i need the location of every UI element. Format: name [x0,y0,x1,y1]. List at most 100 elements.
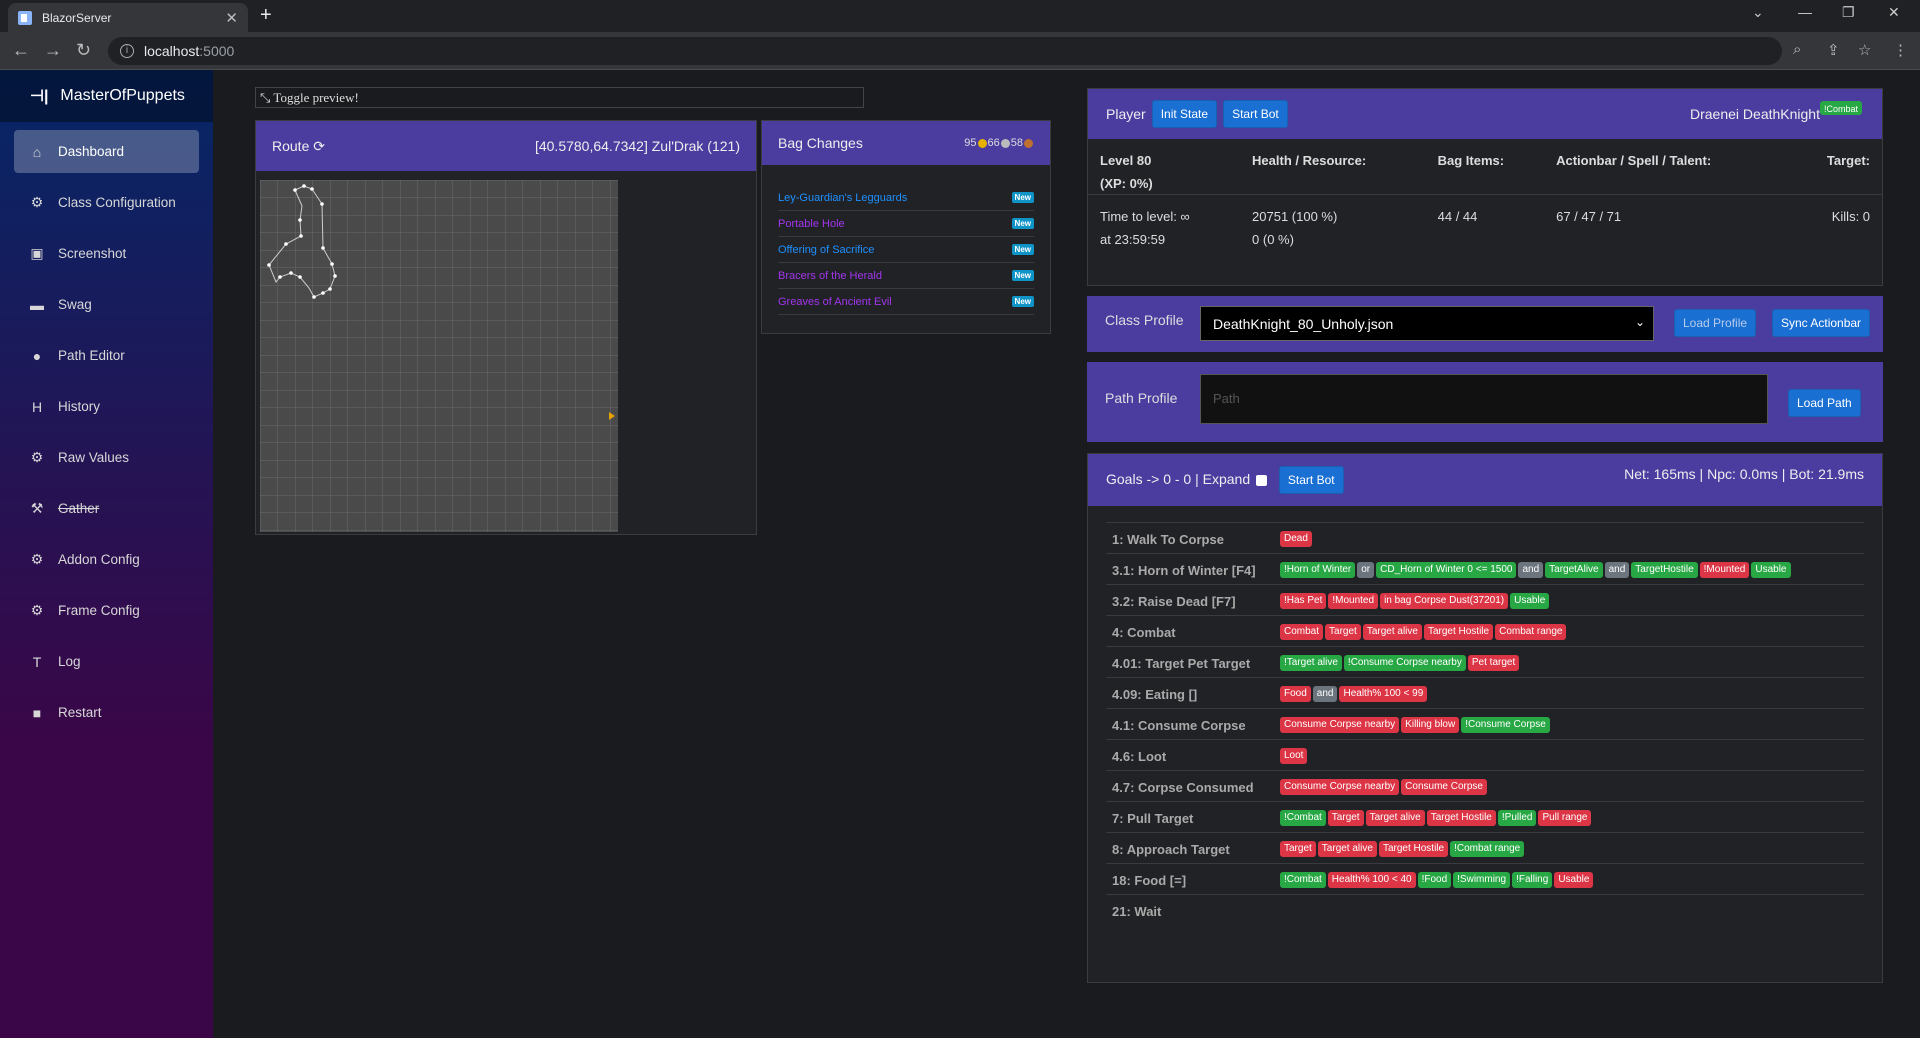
sync-actionbar-button[interactable]: Sync Actionbar [1772,309,1871,337]
time-to-level: Time to level: ∞ [1100,209,1190,224]
route-map[interactable] [260,180,618,532]
requirement-badge: Target alive [1362,624,1422,640]
app-brand[interactable]: ⊣| MasterOfPuppets [0,70,213,122]
requirement-badge: Pull range [1538,810,1592,826]
share-icon[interactable]: ⇪ [1827,42,1840,59]
sidebar-item-raw-values[interactable]: ⚙ Raw Values [14,436,199,479]
goal-name: 1: Walk To Corpse [1112,532,1224,547]
sidebar-item-label: Raw Values [58,450,130,465]
sidebar-item-label: Swag [58,297,92,312]
url-port: :5000 [199,43,235,59]
bag-item-name[interactable]: Bracers of the Herald [778,269,882,282]
back-icon[interactable]: ← [12,40,30,60]
sidebar: ⊣| MasterOfPuppets ⌂ Dashboard ⚙ Class Conf… [0,70,213,1038]
requirement-badge: Killing blow [1401,717,1460,733]
goal-requirements: Dead [1280,530,1864,550]
goal-row: 3.1: Horn of Winter [F4] !Horn of Winter o… [1106,553,1864,584]
goal-requirements: Combat Target Target alive Target Hostile Co… [1280,623,1864,643]
refresh-icon[interactable]: ⟳ [313,137,325,154]
player-race-class: Draenei DeathKnight [1690,106,1820,122]
goal-row: 18: Food [=] !Combat Health% 100 < 40 !Food… [1106,863,1864,894]
goal-requirements: Target Target alive Target Hostile !Combat … [1280,840,1864,860]
load-profile-button[interactable]: Load Profile [1674,309,1757,337]
toggle-preview-button[interactable]: ⤡ Toggle preview! [255,87,864,108]
player-stats-value-row: Time to level: ∞ at 23:59:59 20751 (100 %… [1088,195,1882,275]
tab-search-icon[interactable]: ⌄ [1752,4,1764,20]
close-window-icon[interactable]: ✕ [1888,4,1900,20]
gear-icon: ⚙ [30,602,44,618]
goal-row: 4.09: Eating [] Food and Health% 100 < 99 [1106,677,1864,708]
menu-kebab-icon[interactable]: ⋮ [1893,42,1908,59]
requirement-badge: Consume Corpse [1401,779,1487,795]
bag-item-name[interactable]: Offering of Sacrifice [778,243,875,256]
path-input[interactable]: Path [1200,374,1768,424]
close-tab-icon[interactable]: ✕ [225,9,238,27]
requirement-badge: Target alive [1317,841,1377,857]
goal-row: 8: Approach Target Target Target alive Targ… [1106,832,1864,863]
bookmark-star-icon[interactable]: ☆ [1858,42,1872,59]
goal-row: 1: Walk To Corpse Dead [1106,522,1864,553]
gather-icon: ⚒ [30,500,44,516]
bag-header: Bag Changes 95 66 58 [762,121,1050,165]
bag-item-name[interactable]: Greaves of Ancient Evil [778,295,892,308]
goal-name: 7: Pull Target [1112,811,1194,826]
bag-item-name[interactable]: Ley-Guardian's Legguards [778,191,908,204]
sidebar-item-history[interactable]: H History [14,385,199,428]
goals-start-bot-button[interactable]: Start Bot [1278,466,1344,494]
requirement-badge: and [1518,562,1544,578]
requirement-badge: Health% 100 < 40 [1327,872,1416,888]
class-profile-select[interactable]: DeathKnight_80_Unholy.json ⌄ [1200,306,1654,341]
init-state-button[interactable]: Init State [1151,100,1218,128]
reload-icon[interactable]: ↻ [76,40,92,60]
brand-logo-icon: ⊣| [30,88,49,105]
new-badge: New [1011,218,1034,229]
requirement-badge: !Pulled [1497,810,1537,826]
bag-item-name[interactable]: Portable Hole [778,217,845,230]
minimize-icon[interactable]: — [1798,4,1812,20]
goal-requirements: !Combat Health% 100 < 40 !Food !Swimming !Fa… [1280,871,1864,891]
requirement-badge: Target Hostile [1423,624,1494,640]
requirement-badge: Dead [1280,531,1312,547]
sidebar-item-path-editor[interactable]: ● Path Editor [14,334,199,377]
sidebar-item-class-configuration[interactable]: ⚙ Class Configuration [14,181,199,224]
load-path-button[interactable]: Load Path [1788,389,1861,417]
new-tab-icon[interactable]: + [260,4,272,26]
gear-icon: ⚙ [30,449,44,465]
url-bar[interactable]: i localhost:5000 [108,37,1782,65]
sidebar-item-frame-config[interactable]: ⚙ Frame Config [14,589,199,632]
bag-change-list: Ley-Guardian's Legguards New Portable Hole… [762,165,1050,315]
circle-icon: ● [32,347,42,364]
zoom-icon[interactable]: ⌕ [1793,41,1802,58]
page-favicon-icon [18,10,32,25]
sidebar-item-dashboard[interactable]: ⌂ Dashboard [14,130,199,173]
xp-header: (XP: 0%) [1100,176,1153,191]
kills-value: Kills: 0 [1831,209,1871,224]
browser-tab[interactable]: BlazorServer ✕ [8,3,248,32]
requirement-badge: Combat [1280,624,1324,640]
goal-name: 4: Combat [1112,625,1176,640]
site-info-icon[interactable]: i [120,44,134,58]
route-waypoints [267,184,337,299]
requirement-badge: Pet target [1467,655,1520,671]
sidebar-item-log[interactable]: T Log [14,640,199,683]
start-bot-button[interactable]: Start Bot [1223,100,1288,128]
sidebar-item-addon-config[interactable]: ⚙ Addon Config [14,538,199,581]
requirement-badge: Target alive [1365,810,1425,826]
sidebar-item-restart[interactable]: ■ Restart [14,691,199,734]
new-badge: New [1011,270,1034,281]
expand-checkbox[interactable] [1256,474,1267,486]
route-coords: [40.5780,64.7342] Zul'Drak (121) [534,138,740,154]
requirement-badge: !Combat [1280,810,1326,826]
sidebar-item-gather[interactable]: ⚒ Gather [14,487,199,530]
gear-icon: ⚙ [30,551,44,567]
class-profile-card: Class Profile DeathKnight_80_Unholy.json… [1087,296,1883,352]
sidebar-item-screenshot[interactable]: ▣ Screenshot [14,232,199,275]
sidebar-item-swag[interactable]: ▬ Swag [14,283,199,326]
goal-row: 4.7: Corpse Consumed Consume Corpse nearb… [1106,770,1864,801]
restore-icon[interactable]: ❐ [1842,4,1855,20]
level-header: Level 80 [1100,153,1152,168]
goal-requirements: Consume Corpse nearby Killing blow !Consum… [1280,716,1864,736]
forward-icon[interactable]: → [44,40,62,60]
requirement-badge: !Consume Corpse nearby [1343,655,1466,671]
image-icon: ▣ [30,245,44,261]
